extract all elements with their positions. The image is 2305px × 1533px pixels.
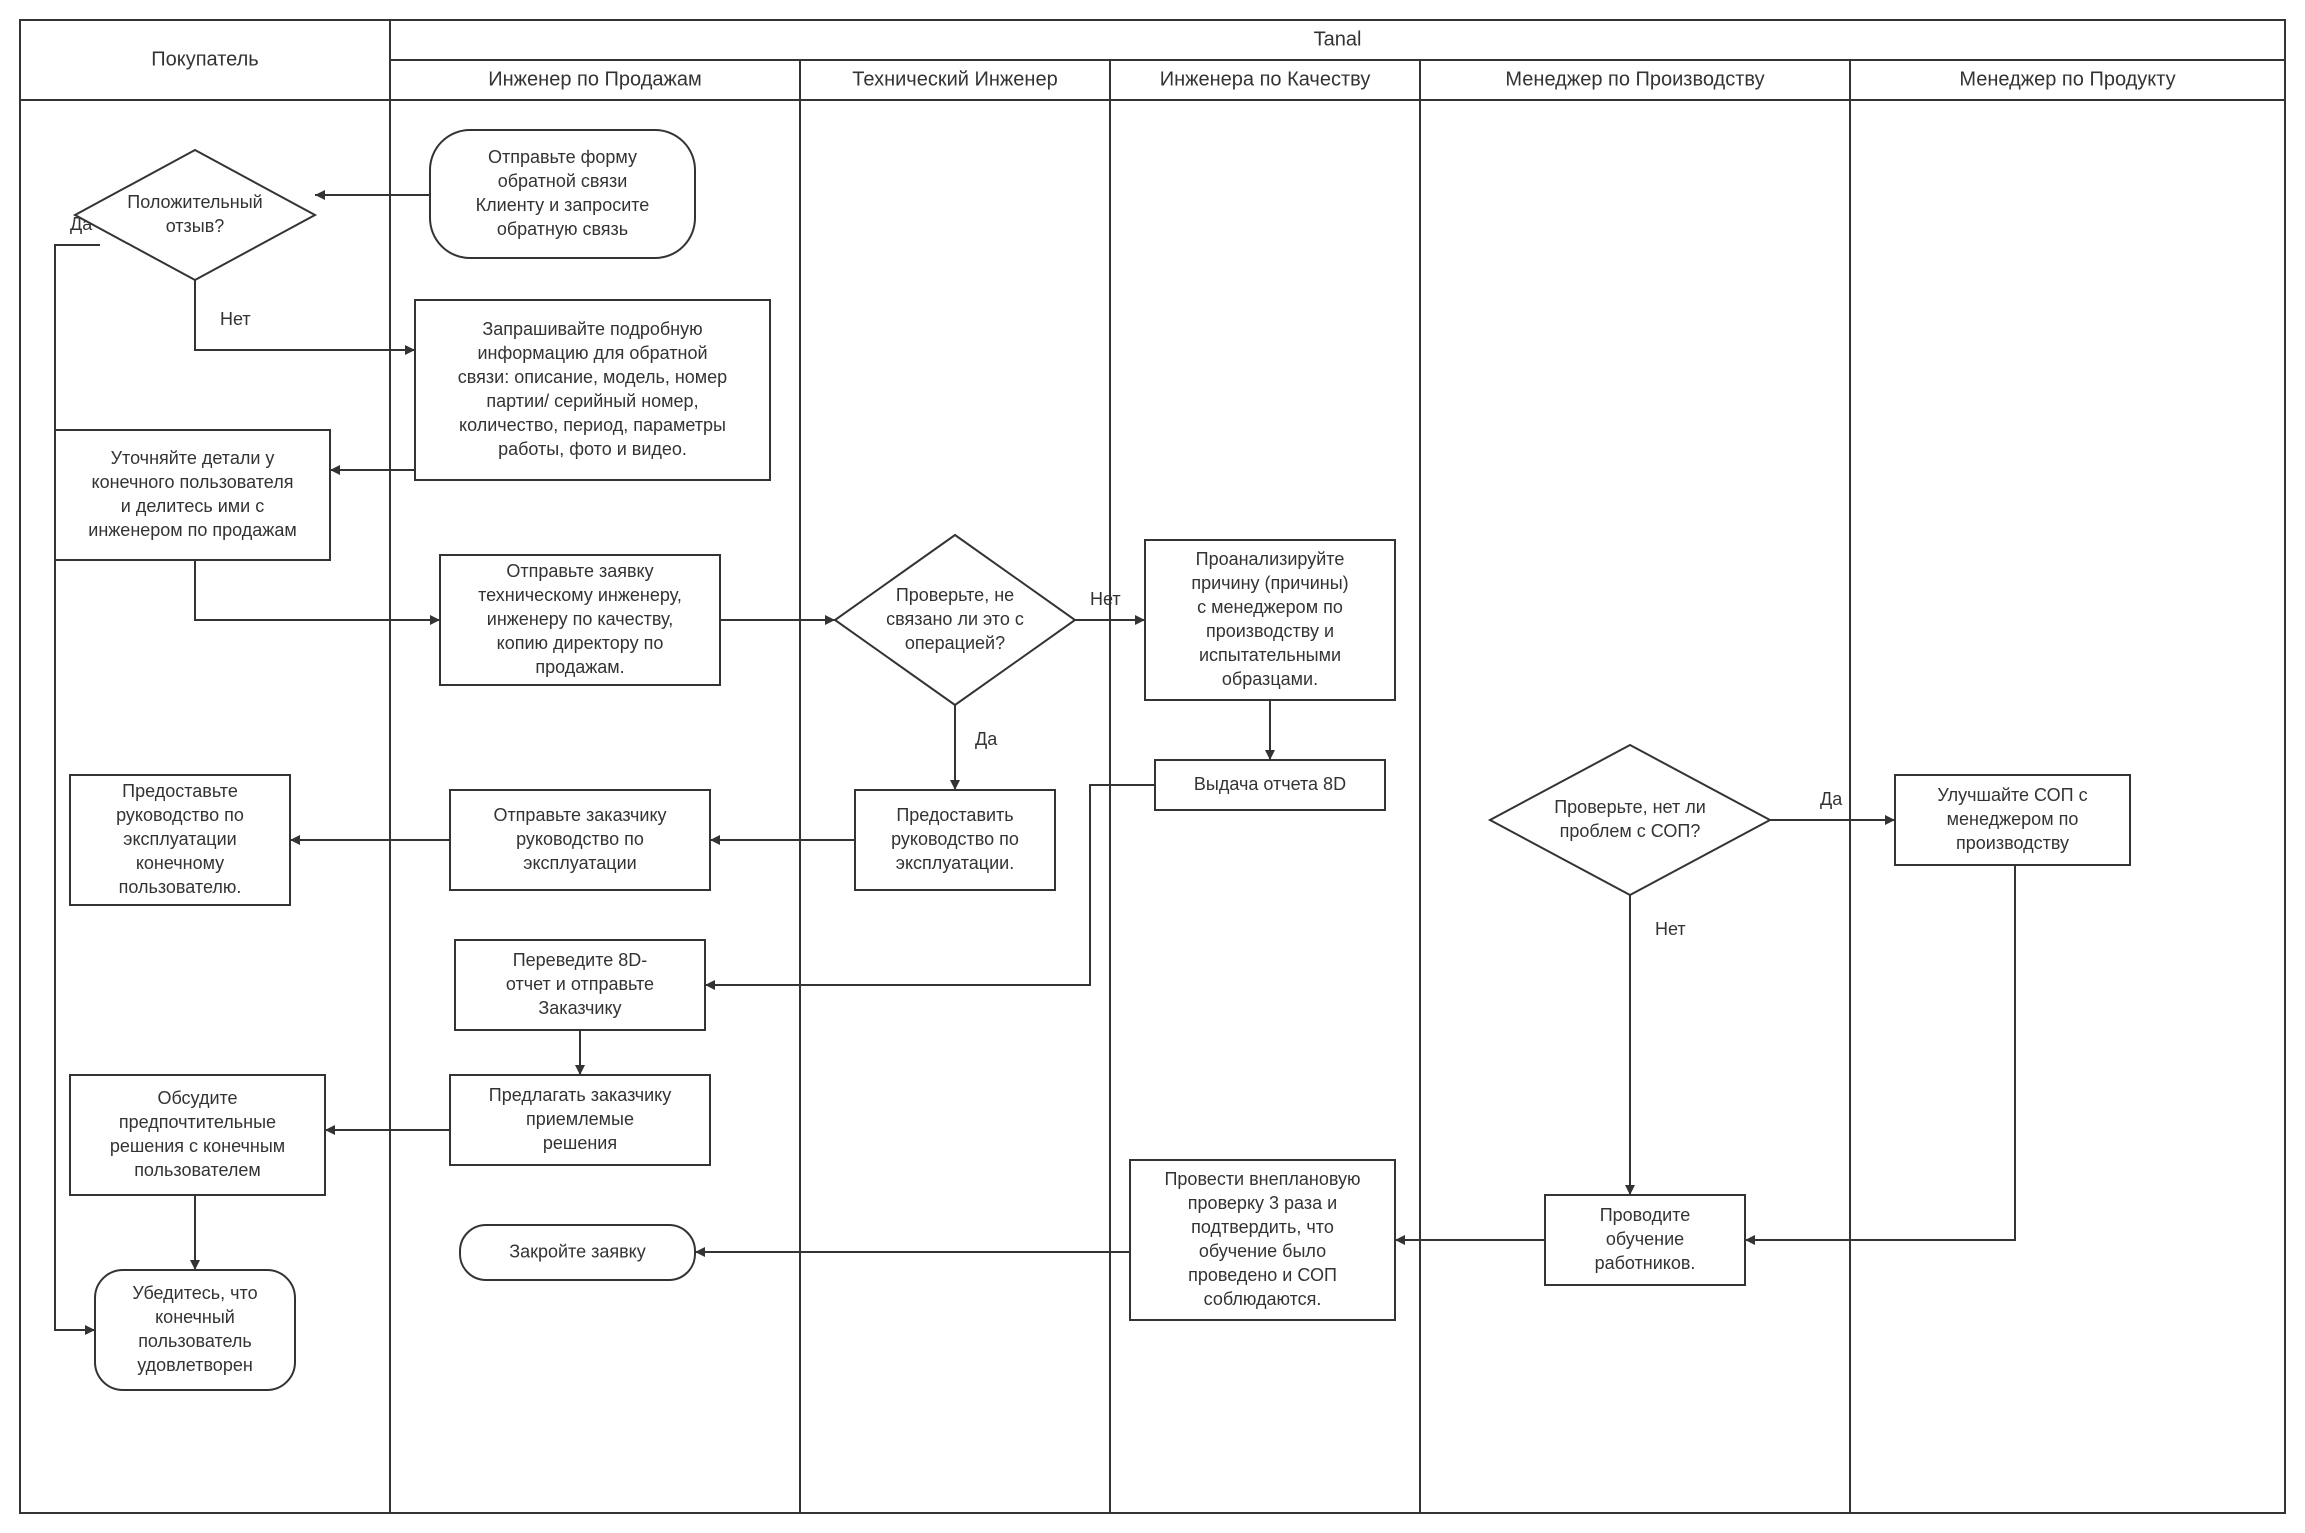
svg-text:Проверьте, нет ли: Проверьте, нет ли (1554, 797, 1706, 817)
svg-text:пользователю.: пользователю. (119, 877, 242, 897)
svg-text:связано ли это с: связано ли это с (886, 609, 1024, 629)
svg-text:Предлагать заказчику: Предлагать заказчику (489, 1085, 672, 1105)
svg-text:количество, период, параметры: количество, период, параметры (459, 415, 726, 435)
svg-text:Провести внеплановую: Провести внеплановую (1164, 1169, 1360, 1189)
svg-text:Проверьте, не: Проверьте, не (896, 585, 1014, 605)
edge-label-7: Да (975, 729, 998, 749)
edge-label-2: Нет (220, 309, 251, 329)
svg-text:проведено и СОП: проведено и СОП (1188, 1265, 1337, 1285)
svg-text:обратной связи: обратной связи (498, 171, 628, 191)
svg-text:обратную связь: обратную связь (497, 219, 628, 239)
svg-text:Выдача отчета 8D: Выдача отчета 8D (1194, 774, 1346, 794)
svg-text:Закройте заявку: Закройте заявку (509, 1241, 646, 1261)
svg-text:предпочтительные: предпочтительные (119, 1112, 276, 1132)
svg-text:работников.: работников. (1595, 1253, 1696, 1273)
svg-text:причину (причины): причину (причины) (1191, 573, 1348, 593)
svg-text:производству: производству (1956, 833, 2069, 853)
edge-4 (195, 560, 440, 620)
svg-text:проверку 3 раза и: проверку 3 раза и (1188, 1193, 1337, 1213)
svg-text:Уточняйте детали у: Уточняйте детали у (111, 448, 275, 468)
svg-text:Отправьте форму: Отправьте форму (488, 147, 637, 167)
edge-14 (1745, 865, 2015, 1240)
svg-text:Переведите 8D-: Переведите 8D- (513, 950, 648, 970)
svg-text:обучение было: обучение было (1199, 1241, 1326, 1261)
swimlane-header-pm: Менеджер по Продукту (1959, 68, 2175, 90)
svg-text:конечный: конечный (155, 1307, 235, 1327)
svg-text:Заказчику: Заказчику (538, 998, 621, 1018)
svg-text:решения с конечным: решения с конечным (110, 1136, 285, 1156)
svg-text:Предоставить: Предоставить (896, 805, 1013, 825)
svg-text:продажам.: продажам. (535, 657, 624, 677)
svg-text:техническому инженеру,: техническому инженеру, (478, 585, 682, 605)
svg-text:эксплуатации: эксплуатации (123, 829, 236, 849)
swimlane-group-header: Tanal (1314, 28, 1362, 50)
svg-text:отчет и отправьте: отчет и отправьте (506, 974, 654, 994)
svg-text:с менеджером по: с менеджером по (1197, 597, 1343, 617)
svg-text:Предоставьте: Предоставьте (122, 781, 238, 801)
svg-text:Отправьте заявку: Отправьте заявку (506, 561, 653, 581)
svg-text:соблюдаются.: соблюдаются. (1204, 1289, 1322, 1309)
svg-text:Улучшайте СОП с: Улучшайте СОП с (1937, 785, 2087, 805)
svg-text:конечному: конечному (136, 853, 224, 873)
svg-text:Запрашивайте подробную: Запрашивайте подробную (482, 319, 702, 339)
swimlane-header-sales: Инженер по Продажам (488, 68, 702, 90)
svg-text:удовлетворен: удовлетворен (137, 1355, 253, 1375)
svg-text:испытательными: испытательными (1199, 645, 1341, 665)
svg-text:проблем с СОП?: проблем с СОП? (1560, 821, 1701, 841)
svg-text:обучение: обучение (1606, 1229, 1684, 1249)
svg-text:конечного пользователя: конечного пользователя (92, 472, 294, 492)
svg-text:Проанализируйте: Проанализируйте (1196, 549, 1345, 569)
svg-text:Убедитесь, что: Убедитесь, что (132, 1283, 257, 1303)
svg-text:образцами.: образцами. (1222, 669, 1318, 689)
svg-text:связи: описание, модель, номер: связи: описание, модель, номер (458, 367, 727, 387)
swimlane-header-quality: Инженера по Качеству (1160, 68, 1371, 90)
svg-text:эксплуатации.: эксплуатации. (896, 853, 1014, 873)
svg-text:решения: решения (543, 1133, 617, 1153)
svg-text:инженеру по качеству,: инженеру по качеству, (487, 609, 673, 629)
svg-text:операцией?: операцией? (905, 633, 1005, 653)
swimlane-header-prodmgr: Менеджер по Производству (1505, 68, 1764, 90)
svg-text:работы, фото и видео.: работы, фото и видео. (498, 439, 687, 459)
svg-text:пользователем: пользователем (134, 1160, 261, 1180)
svg-text:Обсудите: Обсудите (157, 1088, 237, 1108)
svg-text:производству и: производству и (1206, 621, 1334, 641)
svg-text:руководство по: руководство по (891, 829, 1019, 849)
svg-text:пользователь: пользователь (138, 1331, 252, 1351)
svg-text:и делитесь ими с: и делитесь ими с (121, 496, 264, 516)
swimlane-header-tech: Технический Инженер (852, 68, 1057, 90)
svg-text:Положительный: Положительный (127, 192, 262, 212)
edge-label-12: Да (1820, 789, 1843, 809)
svg-text:Проводите: Проводите (1600, 1205, 1691, 1225)
swimlane-header-buyer: Покупатель (151, 48, 258, 70)
svg-text:Клиенту и запросите: Клиенту и запросите (476, 195, 650, 215)
svg-text:руководство по: руководство по (516, 829, 644, 849)
svg-text:приемлемые: приемлемые (526, 1109, 634, 1129)
svg-text:информацию для обратной: информацию для обратной (477, 343, 707, 363)
svg-text:менеджером по: менеджером по (1947, 809, 2079, 829)
svg-text:эксплуатации: эксплуатации (523, 853, 636, 873)
svg-text:партии/ серийный номер,: партии/ серийный номер, (486, 391, 698, 411)
svg-text:копию директору по: копию директору по (497, 633, 664, 653)
edge-label-13: Нет (1655, 919, 1686, 939)
svg-text:инженером по продажам: инженером по продажам (88, 520, 296, 540)
svg-text:подтвердить, что: подтвердить, что (1191, 1217, 1334, 1237)
svg-text:Отправьте заказчику: Отправьте заказчику (493, 805, 666, 825)
edge-label-6: Нет (1090, 589, 1121, 609)
svg-text:отзыв?: отзыв? (166, 216, 225, 236)
svg-text:руководство по: руководство по (116, 805, 244, 825)
